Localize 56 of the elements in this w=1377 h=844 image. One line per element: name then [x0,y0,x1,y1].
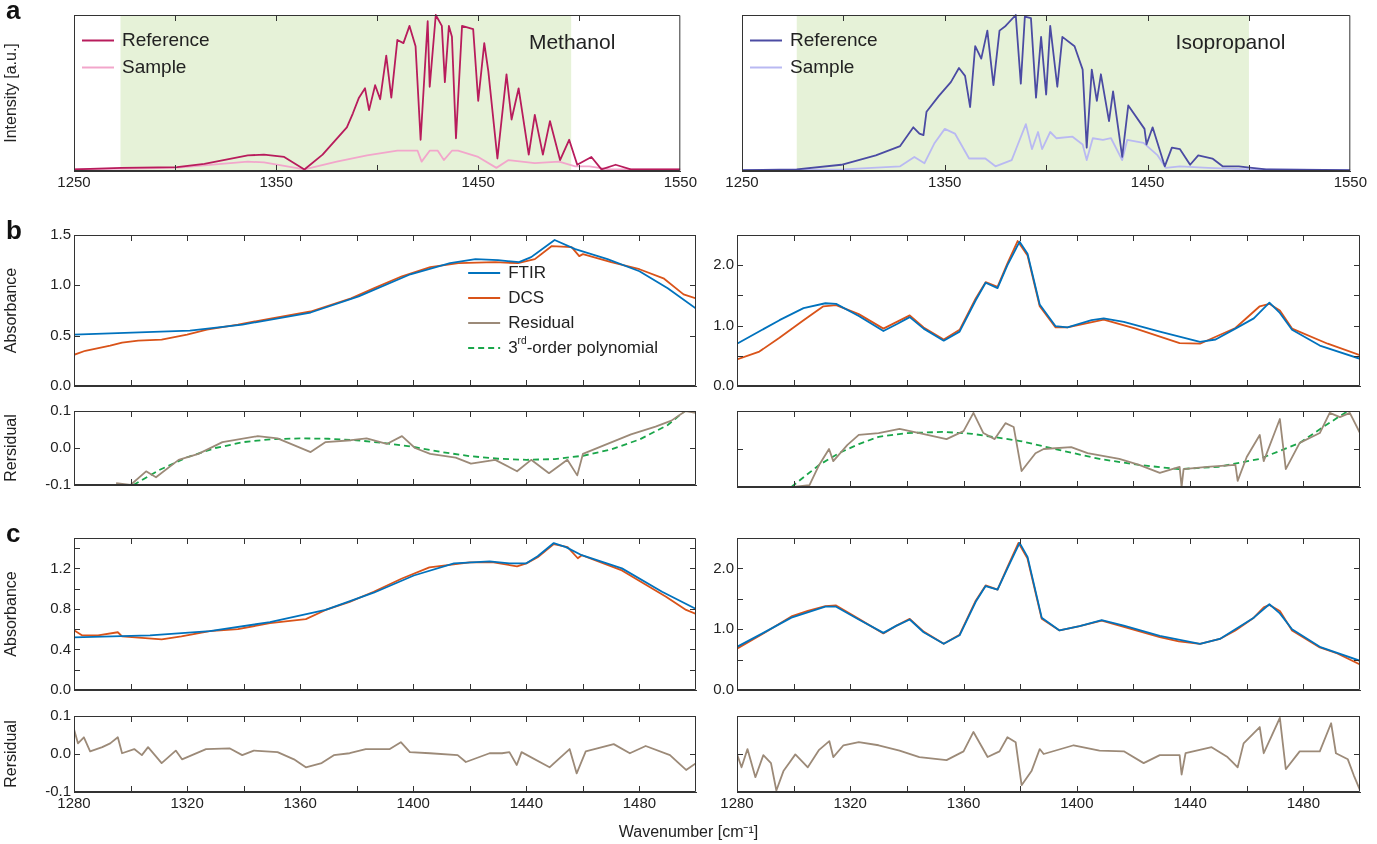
chart-title: b [6,215,22,246]
y-tick-label: 0.0 [50,438,71,456]
y-tick-label: 0.0 [713,376,734,394]
x-tick-label: 1360 [946,794,981,812]
y-tick-label: 0.0 [50,376,71,394]
x-axis-title: Wavenumber [cm⁻¹] [617,822,760,842]
y-axis-title: Absorbance [2,571,20,657]
legend-label: FTIR [508,262,546,282]
legend-label: Sample [790,55,855,77]
y-tick-label: 1.5 [50,225,71,243]
legend-label: Reference [122,28,210,50]
x-tick-label: 1250 [725,173,759,191]
y-axis-title: Absorbance [2,267,20,354]
y-tick-label: 0.0 [50,744,71,762]
y-tick-label: 2.0 [713,255,734,273]
annotation: Isopropanol [1175,29,1286,53]
y-tick-label: 0.8 [50,599,71,617]
y-tick-label: 0.1 [50,401,71,419]
text: Residual [508,312,575,332]
x-tick-label: 1360 [283,794,317,812]
x-tick-label: 1450 [1130,173,1165,191]
y-tick-label: 0.1 [50,706,71,724]
x-tick-label: 1400 [1060,794,1094,812]
y-tick-label: 1.0 [713,315,734,333]
x-tick-label: 1550 [1333,173,1367,191]
x-tick-label: 1480 [622,794,657,812]
y-tick-label: 0.0 [50,680,71,698]
y-tick-label: 1.2 [50,558,71,576]
x-tick-label: 1440 [509,794,544,812]
x-tick-label: 1480 [1286,794,1321,812]
x-tick-label: 1350 [928,173,962,191]
y-tick-label: 0.5 [50,325,71,343]
y-axis-title: Rersidual [2,414,20,482]
x-tick-label: 1320 [833,794,867,812]
y-axis-title: Rersidual [2,720,20,788]
x-tick-label: 1440 [1173,794,1207,812]
y-tick-label: 2.0 [713,558,734,576]
x-tick-label: 1400 [396,794,430,812]
x-tick-label: 1550 [663,173,697,191]
y-tick-label: 0.4 [50,639,71,657]
legend-label: Reference [790,28,878,50]
x-tick-label: 1350 [259,173,293,191]
chart-title: a [6,0,21,26]
legend-label: Sample [122,55,187,77]
x-tick-label: 1320 [170,794,204,812]
x-tick-label: 1250 [57,173,91,191]
annotation: Methanol [528,29,616,53]
x-tick-label: 1450 [461,173,495,191]
chart-title: c [6,518,21,549]
x-tick-label: 1280 [720,794,754,812]
y-tick-label: -0.1 [45,475,71,493]
y-tick-label: 0.0 [713,680,734,698]
legend-label: DCS [508,287,545,307]
y-axis-title: Intensity [a.u.] [2,43,20,143]
y-tick-label: 1.0 [713,619,734,637]
y-tick-label: 1.0 [50,275,71,293]
